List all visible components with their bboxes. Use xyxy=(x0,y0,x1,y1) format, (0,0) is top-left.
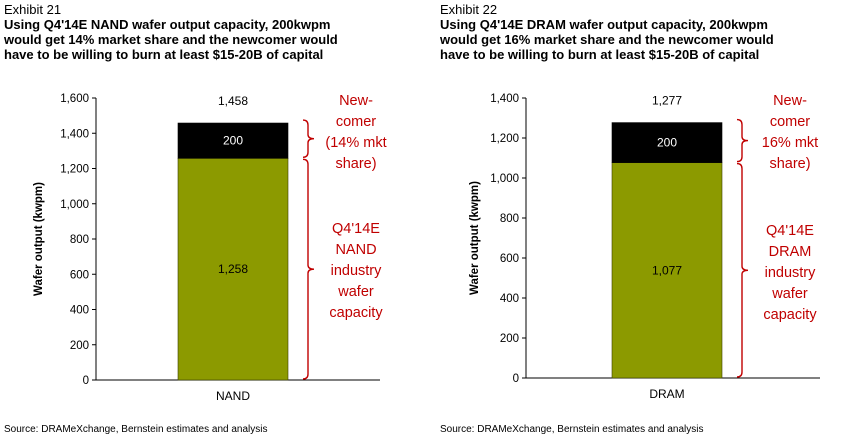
bar-value-label: 1,258 xyxy=(218,262,248,276)
y-tick-label: 200 xyxy=(70,340,89,352)
industry-annotation-line: wafer xyxy=(771,286,808,302)
y-tick-label: 1,200 xyxy=(60,164,89,176)
y-tick-label: 600 xyxy=(70,269,89,281)
source-note: Source: DRAMeXchange, Bernstein estimate… xyxy=(440,424,704,435)
chart-title-line: would get 14% market share and the newco… xyxy=(4,32,338,47)
chart-title-line: have to be willing to burn at least $15-… xyxy=(440,47,760,62)
source-note: Source: DRAMeXchange, Bernstein estimate… xyxy=(4,424,268,435)
industry-brace xyxy=(302,158,315,380)
y-tick-label: 1,600 xyxy=(60,93,89,105)
y-tick-label: 200 xyxy=(500,333,519,345)
newcomer-annotation-line: comer xyxy=(336,114,376,130)
industry-annotation-line: DRAM xyxy=(769,244,812,260)
y-axis-title: Wafer output (kwpm) xyxy=(33,182,45,296)
exhibit-label: Exhibit 21 xyxy=(4,2,62,17)
industry-annotation-line: capacity xyxy=(763,307,817,323)
chart-title-line: Using Q4'14E DRAM wafer output capacity,… xyxy=(440,17,768,32)
newcomer-bar xyxy=(177,122,289,159)
industry-annotation-line: wafer xyxy=(337,284,374,300)
newcomer-annotation-line: share) xyxy=(769,156,810,172)
y-tick-label: 1,000 xyxy=(60,199,89,211)
y-tick-label: 0 xyxy=(513,373,519,385)
bar-value-label: 200 xyxy=(223,134,243,148)
newcomer-annotation-line: comer xyxy=(770,114,810,130)
chart-title-line: have to be willing to burn at least $15-… xyxy=(4,47,324,62)
newcomer-annotation-line: New- xyxy=(773,93,807,109)
industry-annotation-line: capacity xyxy=(329,305,383,321)
y-tick-label: 0 xyxy=(83,375,89,387)
newcomer-annotation-line: 16% mkt xyxy=(762,135,818,151)
industry-annotation-line: industry xyxy=(765,265,817,281)
bar-total-label: 1,277 xyxy=(652,94,682,108)
x-category-label: NAND xyxy=(216,389,250,403)
y-tick-label: 1,000 xyxy=(490,173,519,185)
y-axis-title: Wafer output (kwpm) xyxy=(469,181,481,295)
chart-title-line: would get 16% market share and the newco… xyxy=(440,32,774,47)
y-tick-label: 1,200 xyxy=(490,133,519,145)
exhibit-label: Exhibit 22 xyxy=(440,2,498,17)
bar-value-label: 1,077 xyxy=(652,263,682,277)
industry-brace xyxy=(736,162,749,378)
chart-title-line: Using Q4'14E NAND wafer output capacity,… xyxy=(4,17,331,32)
newcomer-annotation-line: (14% mkt xyxy=(325,135,386,151)
industry-annotation-line: Q4'14E xyxy=(332,221,380,237)
y-tick-label: 400 xyxy=(500,293,519,305)
y-tick-label: 400 xyxy=(70,305,89,317)
exhibit-22-header: Exhibit 22 Using Q4'14E DRAM wafer outpu… xyxy=(440,0,840,62)
industry-annotation-line: Q4'14E xyxy=(766,223,814,239)
newcomer-brace xyxy=(736,118,749,163)
newcomer-brace xyxy=(302,119,315,158)
newcomer-bar xyxy=(611,122,723,163)
newcomer-annotation-line: New- xyxy=(339,93,373,109)
y-tick-label: 800 xyxy=(70,234,89,246)
industry-capacity-bar xyxy=(177,157,289,381)
exhibit-21-header: Exhibit 21 Using Q4'14E NAND wafer outpu… xyxy=(4,0,404,62)
x-category-label: DRAM xyxy=(649,387,684,401)
newcomer-annotation-line: share) xyxy=(335,156,376,172)
y-tick-label: 1,400 xyxy=(60,128,89,140)
bar-value-label: 200 xyxy=(657,136,677,150)
y-tick-label: 800 xyxy=(500,213,519,225)
industry-annotation-line: NAND xyxy=(335,242,376,258)
y-tick-label: 1,400 xyxy=(490,93,519,105)
y-tick-label: 600 xyxy=(500,253,519,265)
bar-total-label: 1,458 xyxy=(218,94,248,108)
industry-annotation-line: industry xyxy=(331,263,383,279)
